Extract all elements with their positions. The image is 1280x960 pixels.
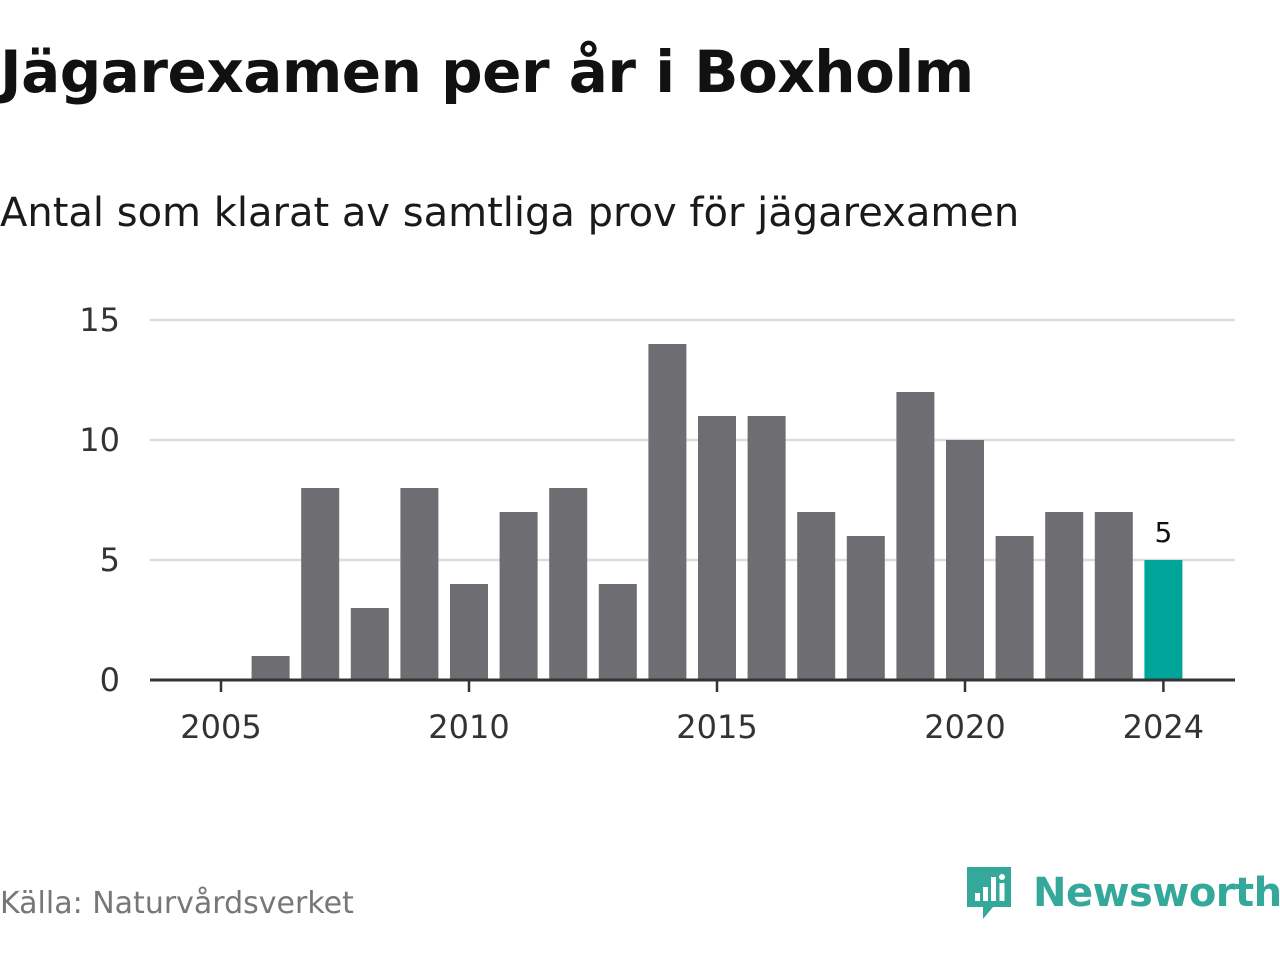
x-tick-label: 2010 — [428, 708, 509, 746]
x-axis-ticks: 2005 2010 2015 2020 2024 — [180, 680, 1204, 746]
data-label-2024: 5 — [1154, 516, 1172, 549]
x-tick-label: 2020 — [924, 708, 1005, 746]
bar-2017 — [797, 512, 836, 680]
bar-2014 — [648, 344, 687, 680]
bar-2010 — [450, 584, 488, 680]
bar-2020 — [946, 440, 984, 680]
bar-2007 — [301, 488, 340, 680]
y-tick-label: 0 — [100, 661, 120, 699]
y-tick-label: 5 — [100, 541, 120, 579]
bar-2024 — [1144, 560, 1183, 680]
y-axis-ticks: 0 5 10 15 — [79, 301, 120, 699]
bar-2016 — [747, 416, 786, 680]
source-note: Källa: Naturvårdsverket — [0, 886, 354, 921]
bars — [251, 344, 1183, 680]
x-tick-label: 2024 — [1123, 708, 1204, 746]
bar-2018 — [846, 536, 885, 680]
bar-2008 — [350, 608, 389, 680]
y-tick-label: 15 — [79, 301, 120, 339]
bar-2006 — [251, 656, 290, 680]
newsworthy-brand: Newsworthy — [963, 863, 1280, 923]
x-tick-label: 2005 — [180, 708, 261, 746]
bar-2022 — [1045, 512, 1084, 680]
brand-name: Newsworthy — [1033, 870, 1280, 916]
chart-subtitle: Antal som klarat av samtliga prov för jä… — [0, 190, 1020, 236]
bar-2021 — [995, 536, 1034, 680]
bar-2013 — [598, 584, 637, 680]
bar-2011 — [499, 512, 538, 680]
bar-2019 — [896, 392, 935, 680]
bar-2015 — [698, 416, 736, 680]
bar-2009 — [400, 488, 439, 680]
newsworthy-logo-icon — [967, 867, 1011, 919]
chart-title: Jägarexamen per år i Boxholm — [0, 38, 974, 106]
x-tick-label: 2015 — [676, 708, 757, 746]
bar-2012 — [549, 488, 588, 680]
data-labels: 5 — [1154, 516, 1172, 549]
bar-2023 — [1094, 512, 1133, 680]
y-tick-label: 10 — [79, 421, 120, 459]
bar-chart: 0 5 10 15 2005 2010 2015 2020 2024 5 — [79, 301, 1235, 746]
